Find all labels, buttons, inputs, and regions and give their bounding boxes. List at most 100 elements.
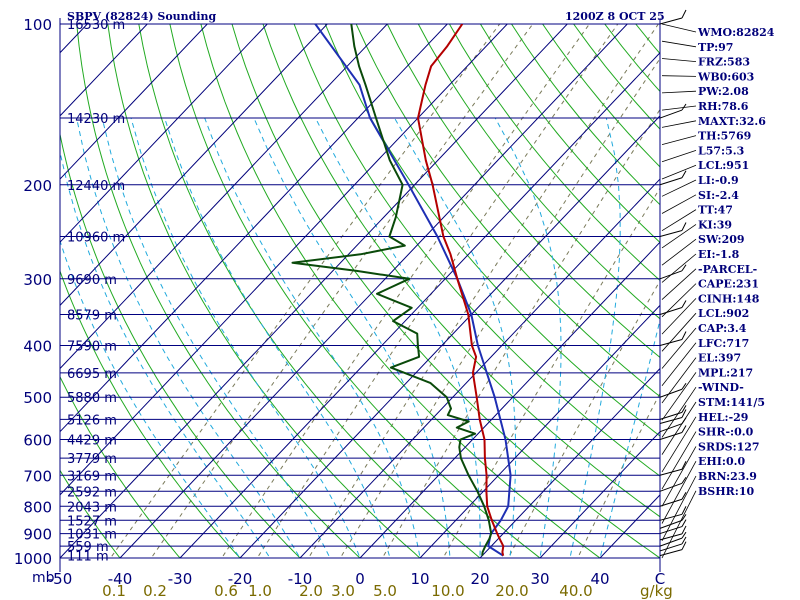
index-leader-line	[661, 431, 697, 490]
wind-barb-flag	[681, 525, 687, 535]
index-value: SRDS:127	[698, 440, 760, 453]
pressure-tick-label: 700	[23, 467, 52, 485]
wind-barb	[659, 461, 687, 476]
height-label: 10960 m	[67, 231, 125, 246]
wind-barb-staff	[659, 513, 683, 521]
temperature-tick-label: C	[655, 570, 665, 588]
index-value: LFC:717	[698, 337, 749, 350]
index-value: -PARCEL-	[698, 263, 757, 276]
wind-barb-flag	[681, 541, 687, 550]
isotherm-line	[359, 241, 660, 558]
mixing-ratio-tick-label: 10.0	[431, 582, 464, 600]
temperature-tick-label: 0	[355, 570, 365, 588]
wind-barb-flag	[681, 331, 687, 340]
index-leader-line	[661, 58, 697, 62]
index-leader-line	[661, 386, 697, 438]
wind-barb	[659, 425, 687, 441]
index-value: SW:209	[698, 233, 745, 246]
wind-barb-staff	[659, 423, 683, 433]
index-leader-line	[661, 490, 697, 559]
pressure-tick-label: 1000	[14, 550, 52, 568]
mixing-ratio-tick-label: 1.0	[248, 582, 272, 600]
index-leader-line	[661, 194, 697, 214]
index-value: MPL:217	[698, 366, 753, 379]
height-label: 5880 m	[67, 391, 117, 406]
wind-barb-staff	[659, 537, 683, 547]
index-leader-line	[661, 401, 697, 455]
index-value: SHR-:0.0	[698, 426, 754, 439]
mixing-ratio-tick-label: 40.0	[559, 582, 592, 600]
temperature-tick-label: 10	[410, 570, 429, 588]
index-value: WB0:603	[697, 70, 754, 83]
temperature-line	[417, 24, 505, 556]
wind-barb	[659, 477, 687, 492]
index-leader-line	[661, 23, 697, 33]
isotherm-line	[60, 24, 388, 370]
isotherm-line	[299, 178, 660, 558]
wind-barb-flag	[681, 461, 687, 470]
height-label: 1527 m	[67, 514, 117, 529]
height-label: 3169 m	[67, 469, 117, 484]
index-value: MAXT:32.6	[698, 115, 766, 128]
wind-barb-flag	[681, 519, 687, 527]
index-leader-line	[661, 475, 697, 541]
isotherm-line	[239, 115, 660, 558]
wind-barb-staff	[659, 339, 683, 346]
wind-barb-staff	[659, 230, 683, 237]
isotherms	[60, 24, 660, 558]
index-value: EL:397	[698, 352, 741, 365]
chart-title: SBPV (82824) Sounding	[67, 10, 217, 23]
isotherm-line	[479, 367, 660, 558]
temperature-tick-label: 20	[470, 570, 489, 588]
height-label: 16530 m	[67, 18, 125, 33]
mixing-ratio-tick-label: 3.0	[331, 582, 355, 600]
wind-barb-flag	[681, 492, 687, 500]
index-value: CINH:148	[698, 292, 760, 305]
wind-barb-flag	[681, 103, 687, 111]
wind-barb	[659, 222, 687, 237]
height-label: 8579 m	[67, 309, 117, 324]
index-value: L57:5.3	[698, 144, 744, 157]
index-leader-line	[661, 298, 697, 335]
wind-barb-staff	[659, 388, 683, 398]
index-value: PW:2.08	[698, 85, 749, 98]
dewpoint-line	[291, 24, 493, 556]
pressure-tick-label: 800	[23, 498, 52, 516]
height-label: 2592 m	[67, 485, 117, 500]
temperature-tick-label: 30	[530, 570, 549, 588]
mixing-ratio-line	[381, 108, 660, 558]
index-leader-line	[661, 164, 697, 180]
temperature-trace	[417, 24, 505, 556]
wind-barb	[659, 300, 687, 316]
index-value: LI:-0.9	[698, 174, 739, 187]
pressure-tick-label: 200	[23, 177, 52, 195]
index-leader-line	[661, 357, 697, 404]
temperature-tick-label: -50	[48, 570, 73, 588]
wind-barb-staff	[659, 482, 683, 492]
mixing-ratio-tick-label: 5.0	[373, 582, 397, 600]
wind-barb-flag	[681, 506, 687, 515]
wind-barb-flag	[681, 382, 687, 390]
height-labels: 16530 m 14230 m 12440 m 10960 m 9690 m 8579 m…	[67, 18, 125, 565]
height-label: 4429 m	[67, 434, 117, 449]
index-value: LCL:951	[698, 159, 749, 172]
parcel-trace	[314, 24, 512, 557]
index-value: TT:47	[698, 204, 733, 217]
wind-barb-staff	[659, 307, 683, 316]
mixing-ratio-line	[577, 392, 660, 558]
height-label: 7590 m	[67, 340, 117, 355]
isobars	[59, 18, 661, 572]
index-leader-line	[661, 224, 697, 249]
isotherm-line	[179, 52, 660, 558]
mixing-ratio-line	[221, 24, 590, 558]
wind-barb-staff	[659, 498, 683, 507]
index-leader-line	[661, 75, 697, 77]
height-label: 12440 m	[67, 179, 125, 194]
index-leader-lines	[661, 23, 697, 559]
isotherm-line	[119, 24, 628, 558]
wind-barb-flag	[681, 264, 687, 272]
dry-adiabat-line	[60, 375, 181, 558]
index-leader-line	[661, 253, 697, 283]
wind-barb-staff	[659, 543, 683, 552]
